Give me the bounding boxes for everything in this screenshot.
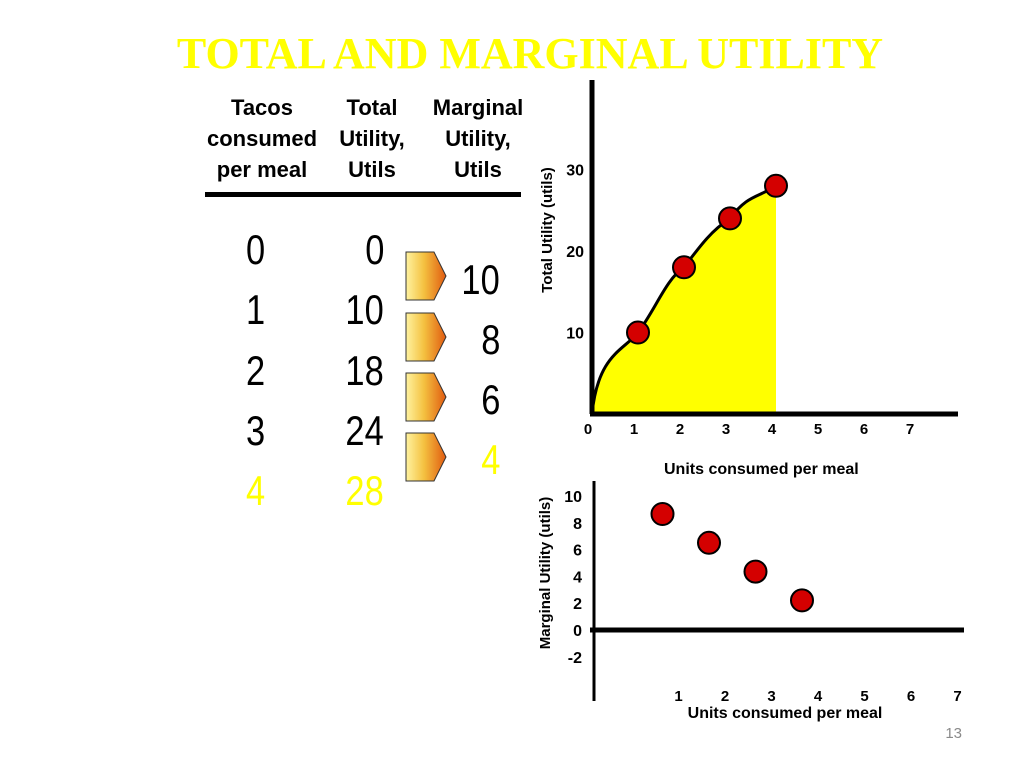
x-tick-label: 1: [674, 688, 682, 705]
y-tick-label: 10: [566, 326, 584, 343]
marginal-utility-cell: 8: [480, 316, 500, 363]
tacos-cell: 0: [246, 226, 266, 273]
tacos-cell: 2: [246, 347, 266, 394]
y-tick-label: -2: [568, 650, 582, 667]
x-tick-label: 4: [814, 688, 823, 705]
data-point: [672, 255, 696, 280]
x-tick-label: 6: [860, 421, 868, 438]
header-divider: [205, 192, 521, 197]
gradient-arrow-icon: [405, 432, 447, 482]
y-tick-label: 8: [573, 516, 582, 533]
area-fill: [592, 185, 776, 414]
y-tick-label: 6: [573, 543, 582, 560]
x-tick-label: 3: [722, 421, 730, 438]
data-point: [626, 320, 650, 345]
y-tick-label: 0: [573, 623, 582, 640]
x-tick-label: 7: [953, 688, 961, 705]
slide-title: TOTAL AND MARGINAL UTILITY: [176, 29, 884, 78]
marginal-utility-cell: 4: [480, 436, 500, 483]
total-utility-cell: 24: [345, 407, 384, 454]
x-tick-label: 1: [630, 421, 638, 438]
header-total-utility: Total Utility, Utils: [339, 95, 405, 182]
marginal-utility-chart: 10 8 6 4 2 0 -2 1 2 3 4 5 6 7 Marginal Utility (util…: [537, 481, 964, 722]
x-tick-label: 6: [907, 688, 915, 705]
y-tick-label: 30: [566, 163, 584, 180]
x-tick-label: 4: [768, 421, 777, 438]
total-utility-cell: 18: [345, 347, 384, 394]
x-tick-label: 2: [721, 688, 729, 705]
x-axis-label-total: Units consumed per meal: [664, 461, 859, 478]
x-tick-label: 7: [906, 421, 914, 438]
gradient-arrow-icon: [405, 372, 447, 422]
total-utility-cell: 0: [364, 226, 384, 273]
y-tick-label: 4: [573, 569, 582, 586]
tacos-cell: 4: [246, 467, 266, 514]
y-axis-label: Marginal Utility (utils): [537, 497, 554, 650]
y-tick-label: 2: [573, 596, 582, 613]
total-utility-chart: 10 20 30 0 1 2 3 4 5 6 7 Total Utility (utils): [539, 80, 958, 438]
marginal-utility-cell: 10: [461, 256, 500, 303]
y-tick-label: 10: [564, 489, 582, 506]
data-point: [764, 173, 788, 198]
x-tick-label: 3: [767, 688, 775, 705]
x-tick-label: 2: [676, 421, 684, 438]
y-axis-label: Total Utility (utils): [539, 167, 556, 293]
x-tick-label: 0: [584, 421, 592, 438]
total-utility-cell: 10: [345, 286, 384, 333]
data-point: [718, 206, 742, 231]
y-tick-label: 20: [566, 244, 584, 261]
total-utility-cell: 28: [345, 467, 384, 514]
marginal-utility-cell: 6: [480, 376, 500, 423]
x-tick-label: 5: [814, 421, 822, 438]
x-tick-label: 5: [860, 688, 868, 705]
data-point: [697, 530, 721, 555]
gradient-arrow-icon: [405, 312, 447, 362]
gradient-arrow-icon: [405, 251, 447, 301]
tacos-cell: 1: [246, 286, 266, 333]
x-axis-label: Units consumed per meal: [688, 705, 883, 722]
header-marginal-utility: Marginal Utility, Utils: [432, 95, 524, 182]
tacos-cell: 3: [246, 407, 266, 454]
data-point: [743, 559, 768, 584]
page-number: 13: [945, 725, 962, 742]
data-point: [790, 588, 814, 613]
data-point: [650, 502, 675, 526]
header-tacos: Tacos consumed per meal: [206, 95, 318, 182]
